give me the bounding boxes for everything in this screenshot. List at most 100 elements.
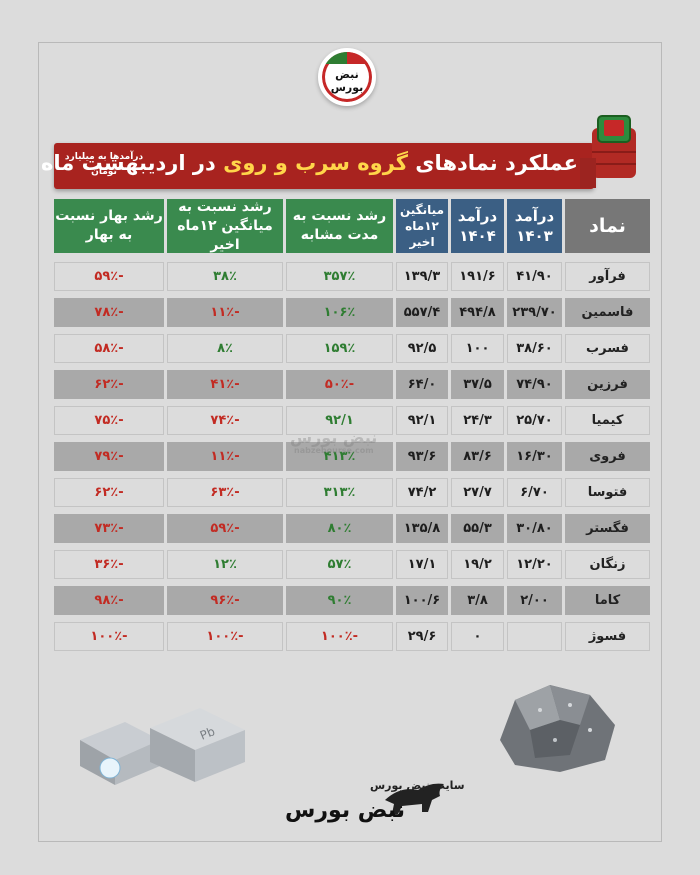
cell-yoy: ۹۲/۱ bbox=[286, 406, 393, 435]
cell-r1403 bbox=[507, 622, 562, 651]
cell-avg: ۷۴/۲ bbox=[396, 478, 448, 507]
cell-spring: -۱۰۰٪ bbox=[54, 622, 164, 651]
cell-spring: -۶۲٪ bbox=[54, 370, 164, 399]
cell-vsavg: -۱۰۰٪ bbox=[167, 622, 283, 651]
cell-avg: ۵۵۷/۴ bbox=[396, 298, 448, 327]
cell-avg: ۱۰۰/۶ bbox=[396, 586, 448, 615]
cell-name: فاسمین bbox=[565, 298, 650, 327]
cell-name: فسوژ bbox=[565, 622, 650, 651]
header-revenue-1403: درآمد ۱۴۰۳ bbox=[507, 199, 562, 253]
cell-vsavg: -۷۴٪ bbox=[167, 406, 283, 435]
table-row: -۷۵٪ -۷۴٪ ۹۲/۱ ۹۲/۱ ۲۴/۳ ۲۵/۷۰ کیمیا bbox=[54, 406, 650, 435]
table-row: -۹۸٪ -۹۶٪ ۹۰٪ ۱۰۰/۶ ۳/۸ ۲/۰۰ کاما bbox=[54, 586, 650, 615]
cell-r1404: ۲۷/۷ bbox=[451, 478, 504, 507]
cell-r1403: ۷۴/۹۰ bbox=[507, 370, 562, 399]
cell-name: فروی bbox=[565, 442, 650, 471]
cell-r1403: ۳۸/۶۰ bbox=[507, 334, 562, 363]
cell-r1404: ۴۹۴/۸ bbox=[451, 298, 504, 327]
cell-avg: ۱۳۵/۸ bbox=[396, 514, 448, 543]
cell-yoy: ۵۷٪ bbox=[286, 550, 393, 579]
cell-vsavg: -۱۱٪ bbox=[167, 298, 283, 327]
zinc-ore-image bbox=[500, 685, 615, 772]
fist-icon bbox=[580, 115, 636, 188]
cell-yoy: ۴۱۳٪ bbox=[286, 442, 393, 471]
title-highlight: گروه سرب و روی bbox=[223, 151, 408, 175]
cell-r1404: ۲۴/۳ bbox=[451, 406, 504, 435]
cell-spring: -۹۸٪ bbox=[54, 586, 164, 615]
cell-yoy: ۸۰٪ bbox=[286, 514, 393, 543]
cell-r1403: ۲۳۹/۷۰ bbox=[507, 298, 562, 327]
cell-r1403: ۴۱/۹۰ bbox=[507, 262, 562, 291]
cell-r1403: ۳۰/۸۰ bbox=[507, 514, 562, 543]
cell-r1403: ۲/۰۰ bbox=[507, 586, 562, 615]
cell-name: فرزین bbox=[565, 370, 650, 399]
cell-r1404: ۳۷/۵ bbox=[451, 370, 504, 399]
title-part-2: در اردیبهشت ماه bbox=[41, 151, 224, 175]
table-row: -۳۶٪ ۱۲٪ ۵۷٪ ۱۷/۱ ۱۹/۲ ۱۲/۲۰ زنگان bbox=[54, 550, 650, 579]
cell-r1404: ۰ bbox=[451, 622, 504, 651]
cell-spring: -۷۵٪ bbox=[54, 406, 164, 435]
cell-vsavg: ۱۲٪ bbox=[167, 550, 283, 579]
cell-avg: ۹۲/۱ bbox=[396, 406, 448, 435]
cell-spring: -۷۹٪ bbox=[54, 442, 164, 471]
cell-vsavg: -۹۶٪ bbox=[167, 586, 283, 615]
cell-name: زنگان bbox=[565, 550, 650, 579]
cell-spring: -۵۹٪ bbox=[54, 262, 164, 291]
cell-avg: ۹۳/۶ bbox=[396, 442, 448, 471]
cell-avg: ۱۷/۱ bbox=[396, 550, 448, 579]
cell-yoy: -۱۰۰٪ bbox=[286, 622, 393, 651]
cell-r1404: ۵۵/۳ bbox=[451, 514, 504, 543]
title-banner: عملکرد نمادهای گروه سرب و روی در اردیبهش… bbox=[41, 143, 594, 189]
watermark-url: nabzebourse.com bbox=[294, 446, 374, 455]
cell-avg: ۲۹/۶ bbox=[396, 622, 448, 651]
cell-spring: -۷۳٪ bbox=[54, 514, 164, 543]
header-symbol: نماد bbox=[565, 199, 650, 253]
cell-r1404: ۳/۸ bbox=[451, 586, 504, 615]
cell-r1404: ۸۳/۶ bbox=[451, 442, 504, 471]
cell-name: فسرب bbox=[565, 334, 650, 363]
table-row: -۵۸٪ ۸٪ ۱۵۹٪ ۹۲/۵ ۱۰۰ ۳۸/۶۰ فسرب bbox=[54, 334, 650, 363]
cell-spring: -۵۸٪ bbox=[54, 334, 164, 363]
header-revenue-1404: درآمد ۱۴۰۴ bbox=[451, 199, 504, 253]
table-row: -۶۲٪ -۶۳٪ ۳۱۳٪ ۷۴/۲ ۲۷/۷ ۶/۷۰ فتوسا bbox=[54, 478, 650, 507]
cell-avg: ۱۳۹/۳ bbox=[396, 262, 448, 291]
table-row: -۷۳٪ -۵۹٪ ۸۰٪ ۱۳۵/۸ ۵۵/۳ ۳۰/۸۰ فگستر bbox=[54, 514, 650, 543]
cell-name: کاما bbox=[565, 586, 650, 615]
cell-r1404: ۱۹/۲ bbox=[451, 550, 504, 579]
footer-logo: نبض بورس bbox=[285, 798, 405, 823]
header-growth-vs-avg: رشد نسبت به میانگین ۱۲ماه اخیر bbox=[167, 199, 283, 253]
brand-logo: نبض بورس bbox=[318, 48, 376, 106]
cell-vsavg: -۵۹٪ bbox=[167, 514, 283, 543]
lead-ingot-image: Pb bbox=[80, 708, 245, 785]
table-row: -۶۲٪ -۴۱٪ -۵۰٪ ۶۴/۰ ۳۷/۵ ۷۴/۹۰ فرزین bbox=[54, 370, 650, 399]
cell-r1403: ۱۲/۲۰ bbox=[507, 550, 562, 579]
cell-yoy: ۱۵۹٪ bbox=[286, 334, 393, 363]
page-frame bbox=[38, 42, 662, 842]
header-growth-yoy: رشد نسبت به مدت مشابه bbox=[286, 199, 393, 253]
page-title: عملکرد نمادهای گروه سرب و روی در اردیبهش… bbox=[41, 151, 578, 175]
cell-r1403: ۲۵/۷۰ bbox=[507, 406, 562, 435]
logo-text-1: نبض bbox=[335, 68, 359, 81]
cell-spring: -۶۲٪ bbox=[54, 478, 164, 507]
cell-yoy: -۵۰٪ bbox=[286, 370, 393, 399]
cell-name: فتوسا bbox=[565, 478, 650, 507]
table-row: -۷۹٪ -۱۱٪ ۴۱۳٪ ۹۳/۶ ۸۳/۶ ۱۶/۳۰ فروی bbox=[54, 442, 650, 471]
cell-vsavg: -۴۱٪ bbox=[167, 370, 283, 399]
cell-r1403: ۶/۷۰ bbox=[507, 478, 562, 507]
header-spring-growth: رشد بهار نسبت به بهار bbox=[54, 199, 164, 253]
footer-caption: سایت نبض بورس bbox=[370, 779, 465, 792]
cell-spring: -۳۶٪ bbox=[54, 550, 164, 579]
watermark: نبض بورس nabzebourse.com bbox=[290, 428, 377, 455]
cell-r1404: ۱۰۰ bbox=[451, 334, 504, 363]
cell-vsavg: -۶۳٪ bbox=[167, 478, 283, 507]
cell-yoy: ۱۰۶٪ bbox=[286, 298, 393, 327]
unit-note: درآمدها به میلیارد تومان bbox=[64, 152, 144, 177]
cell-name: کیمیا bbox=[565, 406, 650, 435]
cell-yoy: ۳۵۷٪ bbox=[286, 262, 393, 291]
cell-yoy: ۳۱۳٪ bbox=[286, 478, 393, 507]
table-row: -۱۰۰٪ -۱۰۰٪ -۱۰۰٪ ۲۹/۶ ۰ فسوژ bbox=[54, 622, 650, 651]
cell-yoy: ۹۰٪ bbox=[286, 586, 393, 615]
cell-avg: ۹۲/۵ bbox=[396, 334, 448, 363]
cell-avg: ۶۴/۰ bbox=[396, 370, 448, 399]
bull-icon bbox=[385, 783, 444, 814]
